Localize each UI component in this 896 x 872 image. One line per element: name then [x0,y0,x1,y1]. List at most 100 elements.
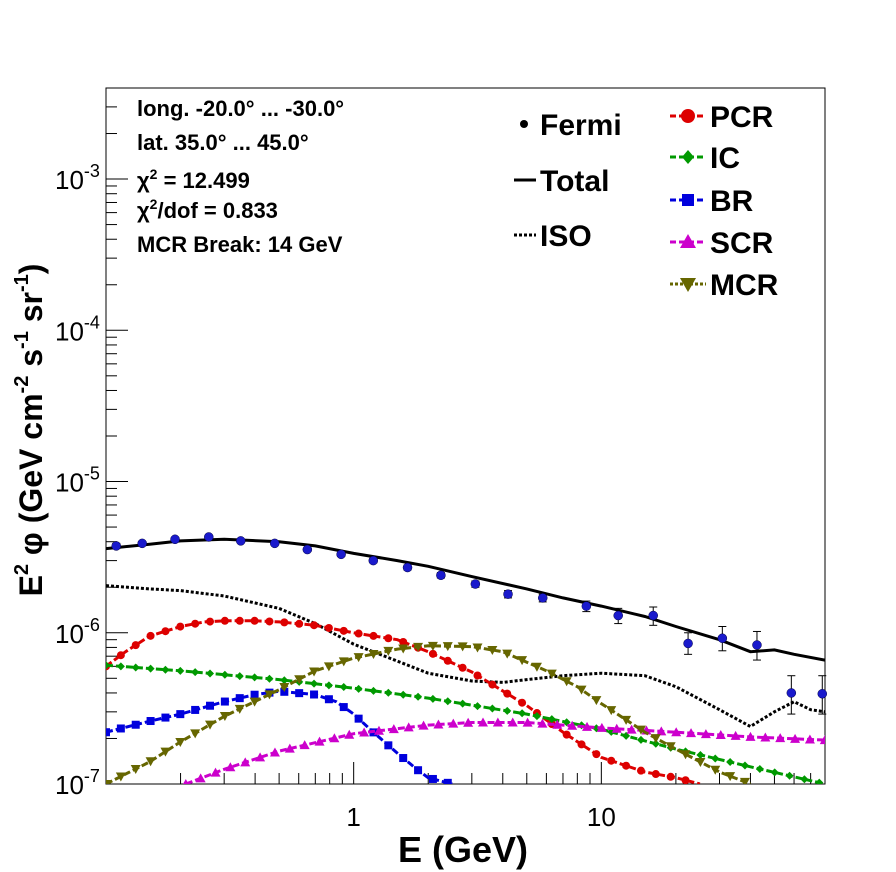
mcr-marker [368,650,379,660]
br-marker [131,720,140,729]
scr-line [185,721,825,784]
legend-ic: IC [710,142,740,175]
pcr-marker [503,689,512,698]
br-marker [235,694,244,703]
ic-marker [726,757,735,766]
br-marker [206,701,215,710]
pcr-marker [280,618,289,627]
y-tick-label: 10-5 [55,464,100,498]
legend-mcr: MCR [710,269,779,302]
info-block: long. -20.0° ... -30.0° lat. 35.0° ... 4… [137,96,344,257]
pcr-marker [339,626,348,635]
scr-marker [611,723,622,733]
pcr-marker [473,671,482,680]
legend-br: BR [710,185,754,218]
ic-marker [220,670,229,679]
scr-marker [183,779,189,784]
pcr-marker [488,680,497,689]
br-marker [414,766,423,775]
fermi-point [170,534,180,545]
fermi-point [717,633,728,643]
mcr-marker [591,696,602,706]
ic-marker [265,674,274,683]
scr-marker [463,717,474,727]
y-tick-label: 10-7 [55,766,100,800]
info-latitude: lat. 35.0° ... 45.0° [137,130,309,155]
scr-marker [537,718,548,728]
ic-marker [369,686,378,695]
scr-marker [388,724,399,734]
mcr-marker [739,777,750,784]
br-marker [250,690,259,699]
pcr-marker [116,651,125,660]
ic-marker [532,712,541,721]
y-title-m1a: -1 [11,331,33,349]
y-tick-label: 10-4 [55,312,100,346]
ic-marker [161,665,170,674]
scr-marker [210,767,221,777]
pcr-marker [146,631,155,640]
fermi-point [786,688,797,698]
pcr-marker [577,740,586,749]
scr-marker [418,720,429,730]
scr-marker [715,730,726,740]
scr-marker [240,757,251,767]
mcr-marker [561,677,572,687]
fermi-point [269,538,280,549]
br-marker [354,714,363,723]
mcr-marker [502,649,513,659]
ic-marker [280,676,289,685]
mcr-marker [442,642,453,652]
scr-marker [329,733,340,743]
fermi-point [537,593,548,603]
legend-ic-marker [682,150,694,164]
pcr-marker [399,637,408,646]
ic-marker [250,673,259,682]
mcr-marker [279,683,290,693]
ic-marker [443,697,452,706]
pcr-marker [354,629,363,638]
mcr-marker [175,738,186,748]
mcr-marker [546,669,557,679]
ic-marker [116,662,125,671]
mcr-marker [650,734,661,744]
chi-exponent: 2 [150,166,158,182]
fermi-point [402,562,413,573]
ic-marker [131,663,140,672]
info-mcr-break: MCR Break: 14 GeV [137,232,343,257]
scr-marker [582,721,593,731]
ic-marker [146,664,155,673]
ic-marker [206,669,215,678]
legend-scr-marker [680,234,696,248]
mcr-marker [695,758,706,768]
pcr-marker [176,622,185,631]
fermi-point [111,541,122,551]
scr-marker [760,732,771,742]
pcr-marker [369,631,378,640]
legend-br-marker [682,194,694,206]
scr-marker [478,717,489,727]
ic-marker [324,681,333,690]
x-axis-title: E (GeV) [398,829,528,870]
scr-marker [433,719,444,729]
scr-marker [686,728,697,738]
fermi-point [336,549,346,560]
scr-marker [195,773,206,783]
mcr-marker [130,764,141,774]
fermi-point [470,579,481,589]
scr-marker [552,719,563,729]
mcr-marker [205,720,216,730]
legend-fermi: Fermi [540,109,622,142]
ic-marker [518,709,527,718]
br-marker [295,689,304,698]
chi-exponent-2: 2 [150,196,158,212]
scr-marker [359,727,370,737]
scr-marker [700,729,711,739]
fermi-point [137,538,147,549]
info-chi2: χ2 = 12.499 [137,166,250,193]
legend-pcr-marker [681,109,695,123]
ic-marker [815,778,824,784]
mcr-marker [338,657,349,667]
